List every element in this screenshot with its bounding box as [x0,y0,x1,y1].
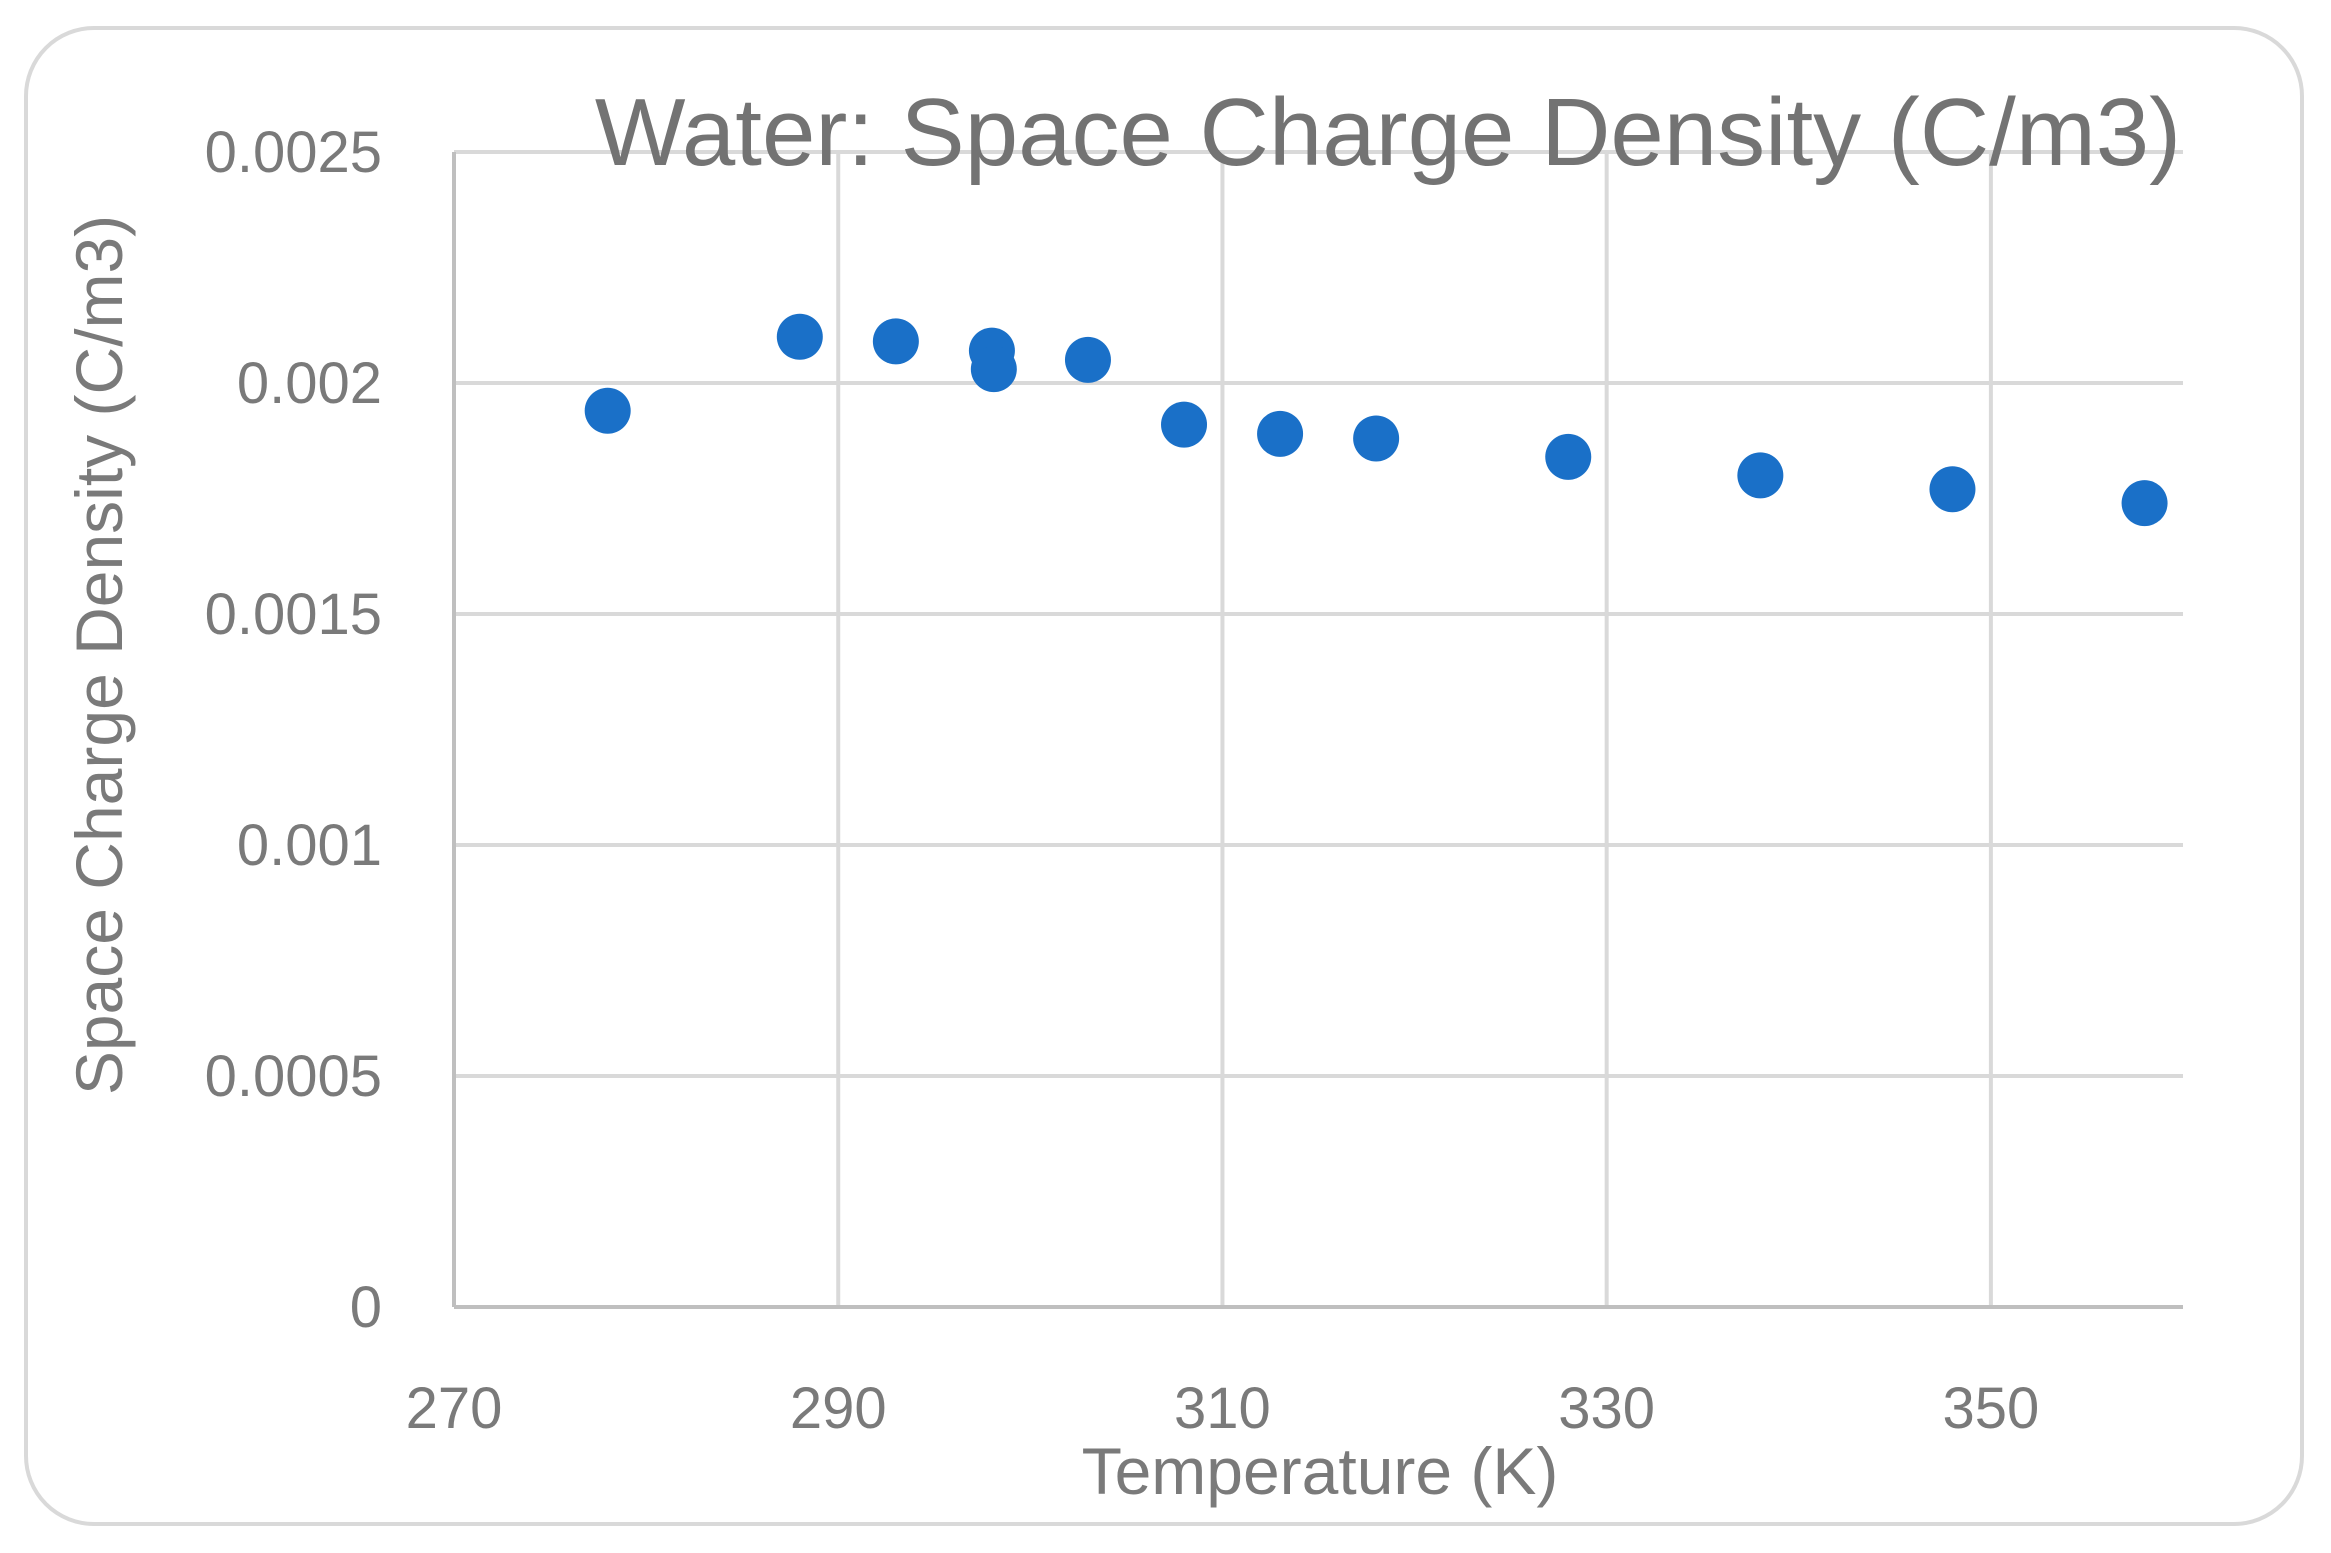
y-tick-label: 0.0025 [205,120,382,185]
data-point [1353,415,1400,462]
tick-labels: 0 0.0005 0.001 0.0015 0.002 0.0025 270 290 310 33… [205,120,2040,1441]
x-axis-title: Temperature (K) [1082,1434,1559,1508]
data-point [872,318,919,365]
x-tick-label: 350 [1942,1376,2039,1441]
x-tick-label: 330 [1558,1376,1655,1441]
data-point [2121,480,2168,527]
y-tick-label: 0 [350,1275,382,1340]
data-point [1929,466,1976,513]
y-tick-label: 0.0005 [205,1044,382,1109]
axes [452,152,2183,1309]
data-point [776,313,823,360]
data-point [970,346,1017,393]
data-point [1545,433,1592,480]
data-points [584,313,2168,527]
data-point [1064,336,1111,383]
y-tick-label: 0.0015 [205,582,382,647]
x-tick-label: 270 [406,1376,503,1441]
gridlines [454,150,2183,1307]
x-tick-label: 290 [790,1376,887,1441]
data-point [1161,401,1208,448]
y-tick-label: 0.002 [237,351,382,416]
x-tick-label: 310 [1174,1376,1271,1441]
y-tick-label: 0.001 [237,813,382,878]
data-point [1257,410,1304,457]
data-point [584,387,631,434]
y-axis-title: Space Charge Density (C/m3) [62,215,136,1095]
data-point [1737,452,1784,499]
chart-title: Water: Space Charge Density (C/m3) [595,79,2181,186]
chart-area [24,26,2304,1526]
